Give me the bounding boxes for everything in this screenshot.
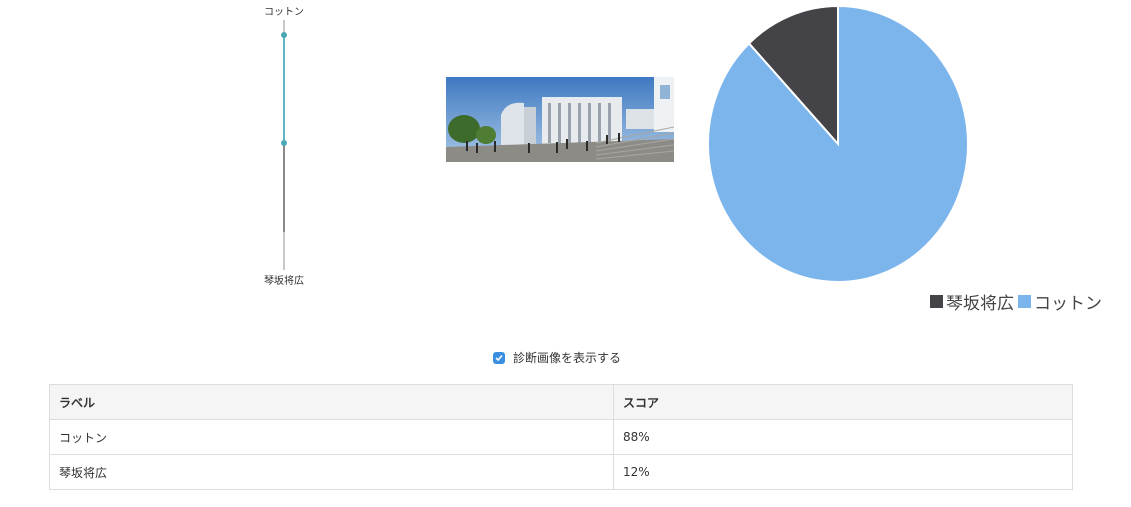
pie-chart: [700, 0, 980, 290]
scale-fill: [283, 35, 285, 144]
table-row: 琴坂将広 12%: [49, 454, 1073, 490]
show-diagnostic-label: 診断画像を表示する: [513, 351, 622, 365]
legend-label-kotosaka: 琴坂将広: [946, 293, 1014, 314]
pie-chart-svg: [707, 4, 969, 283]
legend-item-kotosaka[interactable]: 琴坂将広: [930, 289, 1014, 314]
scale-value-marker: [281, 140, 287, 147]
pie-slice-0[interactable]: [747, 4, 839, 147]
pie-slice-1[interactable]: [707, 4, 969, 283]
scale-top-label: コットン: [264, 7, 304, 18]
row-label: コットン: [49, 419, 614, 455]
legend-label-cotton: コットン: [1034, 293, 1102, 314]
column-header-score: スコア: [613, 384, 1073, 420]
scale-top-marker: [281, 32, 287, 38]
scale-bottom-label: 琴坂将広: [264, 276, 304, 287]
row-label: 琴坂将広: [49, 454, 614, 490]
scale-dark-segment: [283, 143, 285, 232]
campus-photo-icon: [446, 77, 674, 162]
legend-item-cotton[interactable]: コットン: [1018, 289, 1102, 314]
column-header-label: ラベル: [49, 384, 614, 420]
show-diagnostic-option[interactable]: 診断画像を表示する: [493, 349, 621, 366]
row-score: 88%: [613, 419, 1073, 455]
campus-photo: [446, 77, 674, 162]
legend-swatch-kotosaka: [930, 294, 943, 308]
table-header-row: ラベル スコア: [49, 384, 1073, 420]
table-row: コットン 88%: [49, 419, 1073, 455]
legend-swatch-cotton: [1018, 294, 1031, 308]
show-diagnostic-checkbox[interactable]: [493, 351, 505, 364]
row-score: 12%: [613, 454, 1073, 490]
results-table: ラベル スコア コットン 88% 琴坂将広 12%: [49, 384, 1073, 490]
chart-legend: 琴坂将広 コットン: [930, 289, 1106, 314]
checkmark-icon: [495, 354, 503, 361]
